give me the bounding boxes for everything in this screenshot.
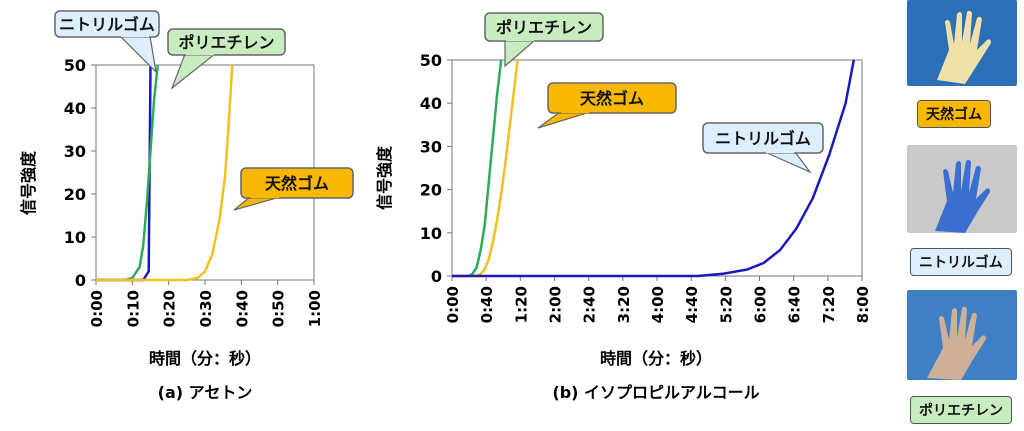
x-tick-label: 6:00 bbox=[752, 286, 770, 323]
y-tick-label: 50 bbox=[64, 56, 86, 75]
x-tick-label: 0:40 bbox=[233, 290, 251, 327]
callout-box bbox=[547, 82, 677, 114]
x-tick-label: 0:50 bbox=[270, 290, 288, 327]
side-label-polyethylene: ポリエチレン bbox=[910, 396, 1012, 424]
x-tick-label: 5:20 bbox=[717, 286, 735, 323]
y-tick-label: 10 bbox=[64, 228, 86, 247]
chart-b: 信号強度 時間（分：秒） (b) イソプロピルアルコール 0 10 20 30 40 50… bbox=[375, 12, 872, 402]
series-line bbox=[96, 64, 234, 282]
callout-box bbox=[484, 12, 604, 42]
series-callout: 天然ゴム bbox=[537, 82, 677, 129]
y-tick-label: 0 bbox=[431, 267, 442, 286]
series-callout: ニトリルゴム bbox=[702, 122, 824, 174]
callout-box bbox=[54, 10, 160, 38]
y-tick-label: 10 bbox=[420, 224, 442, 243]
callout-label: ポリエチレン bbox=[178, 33, 274, 52]
callout-box bbox=[702, 122, 824, 154]
x-tick-label: 8:00 bbox=[854, 286, 872, 323]
callout-label: 天然ゴム bbox=[580, 89, 644, 108]
x-tick-label: 0:00 bbox=[88, 290, 106, 327]
callout-label: ニトリルゴム bbox=[715, 129, 811, 148]
chart-a: 信号強度 時間（分：秒） (a) アセトン 0 10 20 30 40 50 0:00 0:… bbox=[19, 10, 354, 402]
side-label-natural-rubber: 天然ゴム bbox=[917, 100, 991, 128]
callout-label: 天然ゴム bbox=[265, 174, 329, 193]
x-tick-label: 0:30 bbox=[197, 290, 215, 327]
glove-shape bbox=[935, 159, 990, 233]
x-tick-label: 6:40 bbox=[786, 286, 804, 323]
callout-box bbox=[167, 28, 286, 56]
natural-rubber-glove-photo bbox=[907, 0, 1017, 86]
x-tick-label: 0:10 bbox=[124, 290, 142, 327]
series-line bbox=[452, 59, 856, 278]
y-tick-label: 0 bbox=[75, 271, 86, 290]
chart-b-y-axis-label: 信号強度 bbox=[375, 145, 394, 210]
x-tick-label: 1:00 bbox=[306, 290, 324, 327]
series-callout: ポリエチレン bbox=[484, 12, 604, 68]
series-line bbox=[452, 59, 519, 278]
series-callout: 天然ゴム bbox=[233, 167, 354, 211]
side-label-nitrile: ニトリルゴム bbox=[910, 248, 1012, 276]
callout-label: ニトリルゴム bbox=[59, 15, 155, 34]
y-tick-label: 20 bbox=[64, 185, 86, 204]
y-tick-label: 40 bbox=[420, 94, 442, 113]
series-callout: ニトリルゴム bbox=[54, 10, 160, 74]
x-tick-label: 0:00 bbox=[444, 286, 462, 323]
nitrile-glove-photo bbox=[907, 145, 1017, 233]
chart-b-x-axis-label: 時間（分：秒） bbox=[600, 349, 712, 368]
callout-label: ポリエチレン bbox=[496, 18, 592, 37]
y-tick-label: 20 bbox=[420, 181, 442, 200]
x-tick-label: 4:00 bbox=[649, 286, 667, 323]
glove-shape bbox=[937, 10, 991, 84]
polyethylene-glove-photo bbox=[907, 290, 1017, 380]
x-tick-label: 4:40 bbox=[683, 286, 701, 323]
x-tick-label: 0:40 bbox=[478, 286, 496, 323]
x-tick-label: 2:00 bbox=[547, 286, 565, 323]
chart-b-caption: (b) イソプロピルアルコール bbox=[552, 383, 759, 402]
chart-canvas: 信号強度 時間（分：秒） (a) アセトン 0 10 20 30 40 50 0:00 0:… bbox=[19, 10, 872, 402]
y-tick-label: 40 bbox=[64, 99, 86, 118]
x-tick-label: 7:20 bbox=[820, 286, 838, 323]
glove-shape bbox=[927, 306, 986, 380]
y-tick-label: 30 bbox=[420, 137, 442, 156]
x-tick-label: 1:20 bbox=[512, 286, 530, 323]
chart-a-y-axis-label: 信号強度 bbox=[19, 150, 38, 215]
y-tick-label: 30 bbox=[64, 142, 86, 161]
x-tick-label: 3:20 bbox=[615, 286, 633, 323]
series-callout: ポリエチレン bbox=[167, 28, 286, 90]
chart-a-x-axis-label: 時間（分：秒） bbox=[149, 349, 261, 368]
x-tick-label: 2:40 bbox=[581, 286, 599, 323]
y-tick-label: 50 bbox=[420, 51, 442, 70]
chart-a-caption: (a) アセトン bbox=[158, 383, 253, 402]
callout-box bbox=[240, 167, 354, 199]
x-tick-label: 0:20 bbox=[161, 290, 179, 327]
